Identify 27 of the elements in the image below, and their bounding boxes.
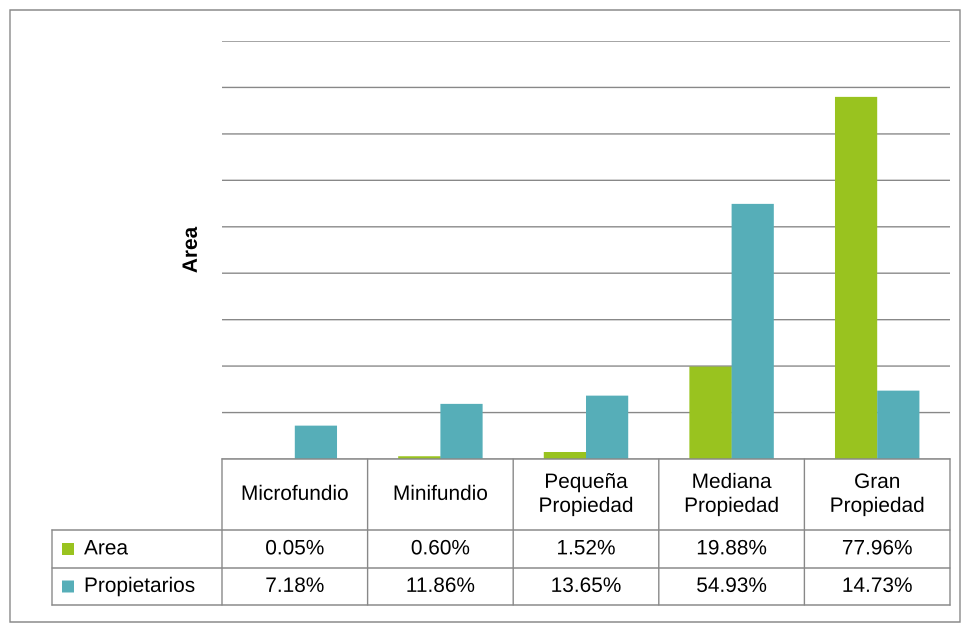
x-tick-label: Pequeña Propiedad bbox=[540, 472, 632, 516]
bar bbox=[877, 390, 920, 459]
data-label: 19.88% bbox=[698, 540, 766, 555]
data-label: 54.93% bbox=[697, 577, 766, 592]
data-label: 0.05% bbox=[266, 540, 324, 555]
bar bbox=[586, 396, 628, 459]
bar bbox=[294, 426, 338, 459]
bar bbox=[398, 456, 440, 459]
x-tick-label: Mediana Propiedad bbox=[686, 472, 778, 516]
bar bbox=[544, 452, 586, 459]
x-tick-label: Gran Propiedad bbox=[831, 473, 924, 516]
bar bbox=[440, 404, 483, 459]
bar bbox=[732, 204, 774, 459]
legend-label: Propietarios bbox=[86, 576, 194, 596]
bar bbox=[689, 366, 732, 459]
y-axis-title: Area bbox=[182, 226, 198, 273]
data-label: 14.73% bbox=[843, 577, 912, 592]
x-tick-label: Microfundio bbox=[242, 484, 348, 500]
data-label: 77.96% bbox=[842, 540, 912, 555]
data-label: 7.18% bbox=[266, 577, 324, 592]
data-label: 13.65% bbox=[552, 577, 621, 592]
bar bbox=[834, 96, 878, 459]
legend-label: Area bbox=[84, 540, 128, 555]
data-label: 1.52% bbox=[558, 540, 615, 555]
x-tick-label: Minifundio bbox=[394, 484, 488, 500]
data-label: 11.86% bbox=[407, 577, 474, 592]
data-label: 0.60% bbox=[412, 540, 470, 555]
